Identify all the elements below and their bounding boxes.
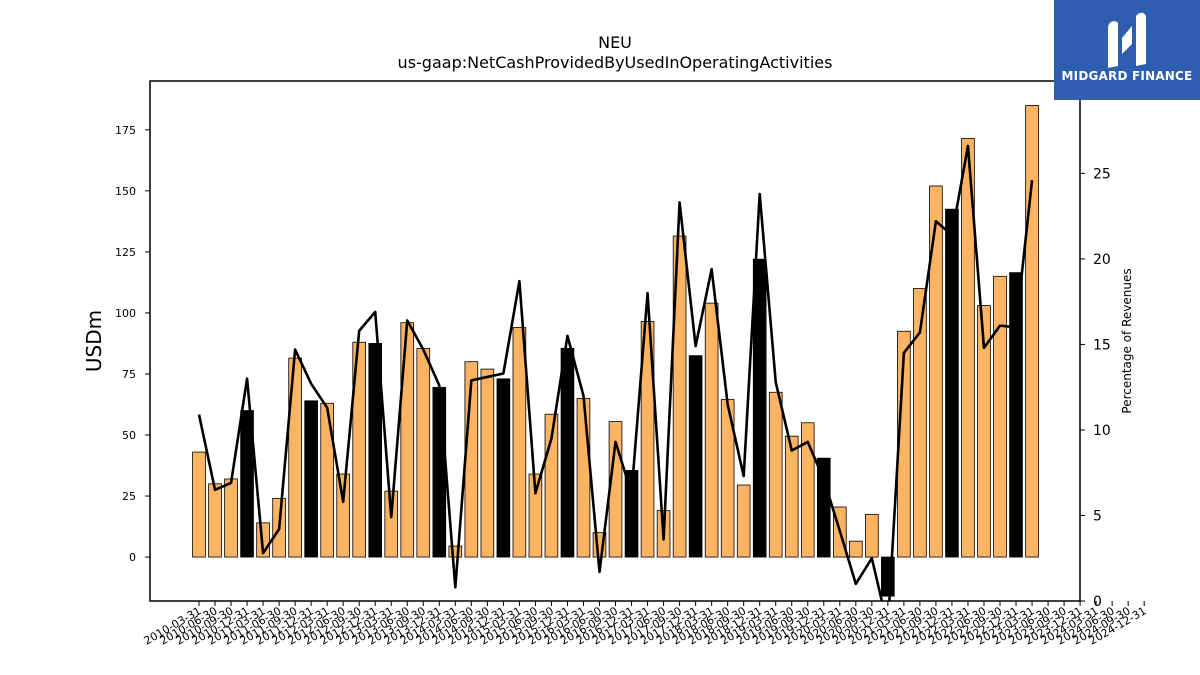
bar (432, 386, 447, 558)
plot-frame (149, 80, 1081, 602)
bar (913, 288, 927, 558)
x-axis: 2010-03-312010-06-302010-09-302010-12-31… (142, 601, 1149, 648)
bar (512, 327, 527, 558)
chart-title: NEU (598, 33, 632, 52)
y-tick-label: 25 (122, 490, 136, 503)
logo-text: MIDGARD FINANCE (1061, 69, 1193, 83)
bar (993, 275, 1007, 558)
bar (977, 305, 991, 558)
bar (688, 355, 703, 558)
bar (961, 137, 975, 558)
bar (800, 422, 815, 558)
bar (384, 490, 399, 558)
y2-axis: 0 5 10 15 20 25 (1080, 166, 1111, 610)
bar (368, 343, 383, 558)
y2-tick-label: 0 (1093, 594, 1102, 610)
bar (752, 258, 767, 558)
y-axis-label: USDm (82, 310, 106, 372)
bar (865, 513, 879, 558)
bar (1025, 105, 1039, 558)
bar (736, 484, 751, 558)
y-tick-label: 150 (115, 185, 136, 198)
bar (528, 473, 543, 558)
y2-tick-label: 10 (1093, 423, 1111, 439)
bar (400, 322, 415, 558)
bar (704, 302, 719, 558)
bar (240, 410, 254, 558)
bar (224, 478, 238, 558)
bar (480, 368, 495, 558)
bar (768, 391, 783, 558)
y-tick-label: 0 (129, 551, 136, 564)
bar (849, 540, 863, 558)
bar (416, 347, 431, 558)
bar (448, 545, 463, 558)
percentage-line (197, 144, 1034, 601)
bar (945, 208, 959, 558)
bar (336, 473, 350, 558)
y2-tick-label: 20 (1093, 252, 1111, 268)
y-tick-label: 175 (115, 124, 136, 137)
y-tick-label: 75 (122, 368, 136, 381)
chart-subtitle: us-gaap:NetCashProvidedByUsedInOperating… (398, 53, 833, 72)
bar (784, 435, 799, 558)
bar (496, 378, 511, 558)
bar (816, 457, 831, 558)
y2-tick-label: 5 (1093, 508, 1102, 524)
logo-mark-icon (1108, 12, 1146, 68)
bar (576, 397, 591, 558)
bar (208, 483, 222, 558)
bar (640, 321, 655, 558)
y-tick-label: 50 (122, 429, 136, 442)
y-tick-label: 100 (115, 307, 136, 320)
brand-logo: MIDGARD FINANCE (1054, 0, 1200, 100)
bar (304, 400, 318, 558)
bar (192, 451, 206, 558)
y-tick-label: 125 (115, 246, 136, 259)
bar (560, 347, 575, 558)
bar (929, 185, 943, 558)
bar (624, 469, 639, 558)
y2-axis-label: Percentage of Revenues (1120, 268, 1134, 413)
line-layer (197, 144, 1034, 601)
bar (672, 235, 687, 558)
y2-tick-label: 25 (1093, 166, 1111, 182)
bar (1009, 272, 1023, 558)
y2-tick-label: 15 (1093, 337, 1111, 353)
bars-group (192, 105, 1039, 597)
bar (320, 402, 334, 558)
y-axis: 0 25 50 75 100 125 150 175 (115, 124, 150, 564)
